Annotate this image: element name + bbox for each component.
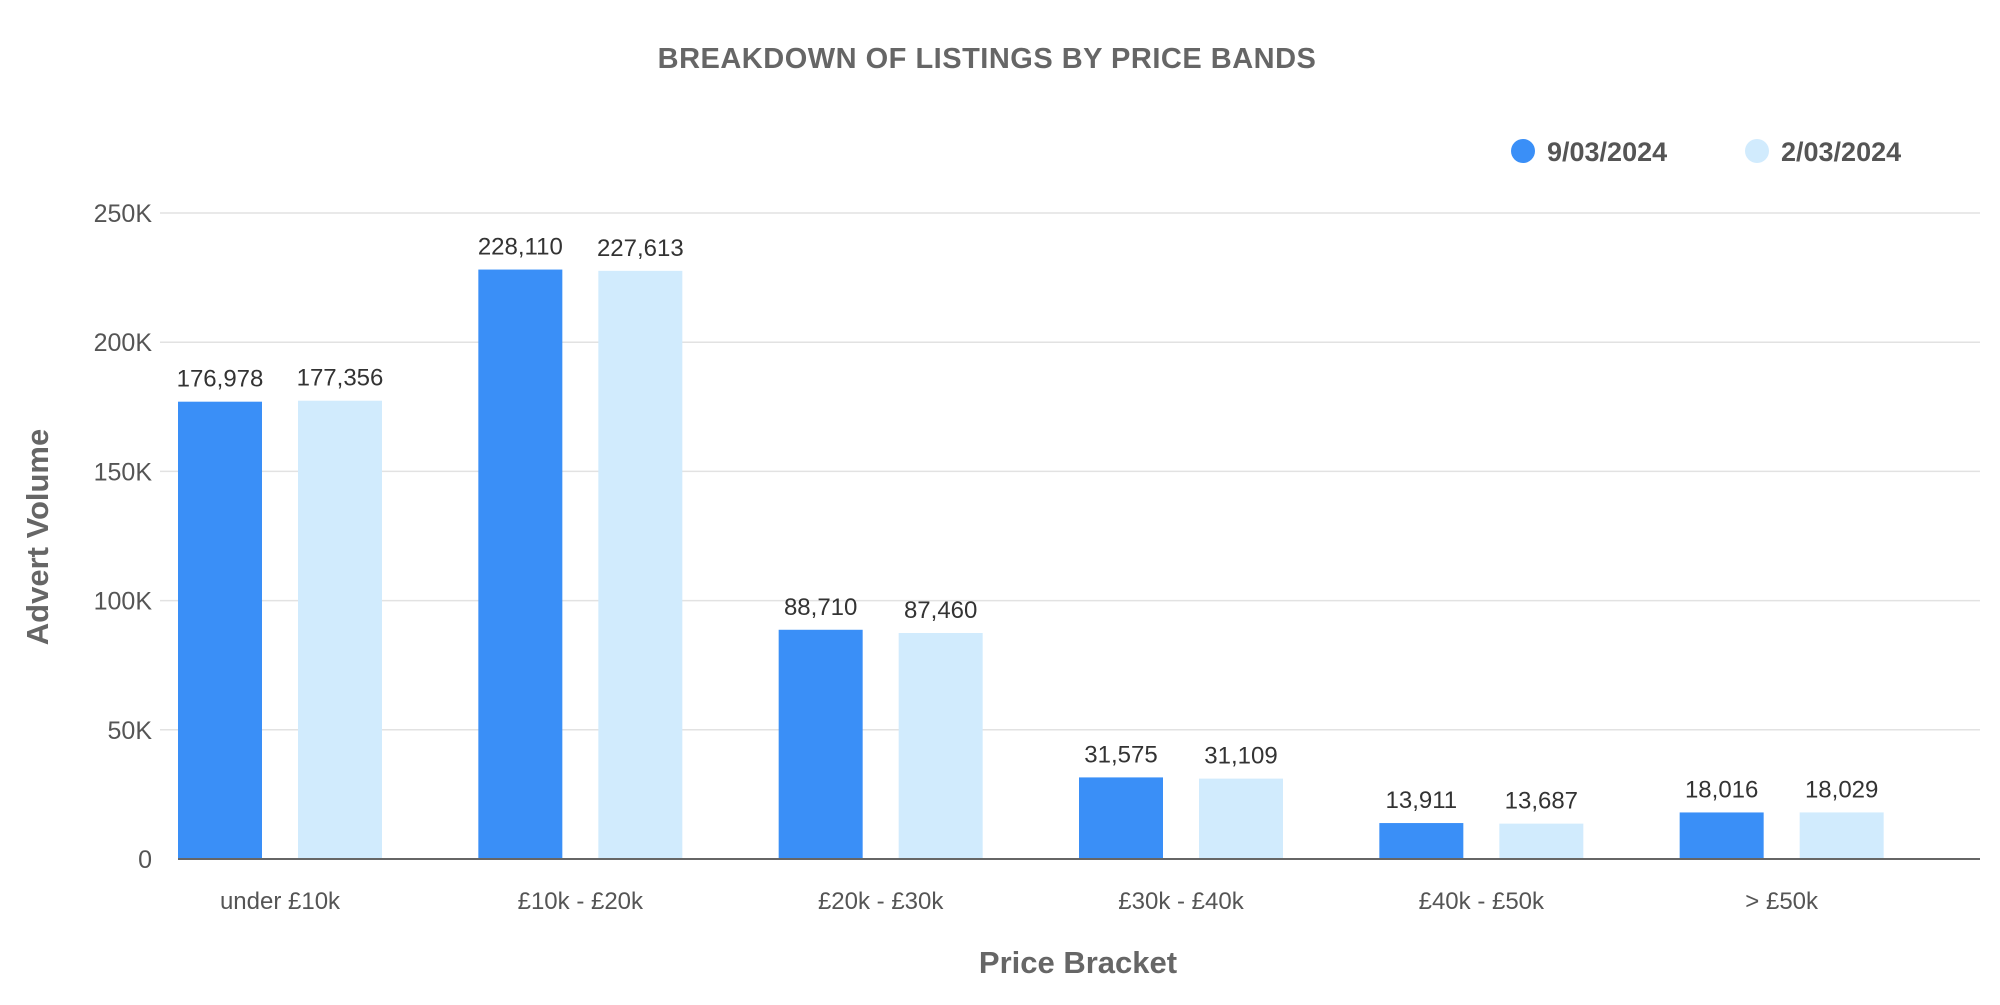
gridlines (160, 212, 1980, 731)
data-label: 228,110 (478, 234, 563, 261)
x-tick-label: £10k - £20k (518, 888, 644, 915)
x-tick-label: £20k - £30k (818, 888, 944, 915)
y-tick-label: 250K (94, 200, 153, 228)
bar (1799, 812, 1884, 859)
y-tick-label: 100K (94, 588, 153, 616)
bar (1079, 777, 1163, 859)
legend-label: 9/03/2024 (1547, 137, 1667, 167)
bar (478, 269, 563, 860)
x-tick-label: under £10k (220, 888, 341, 915)
legend-swatch (1745, 139, 1769, 163)
y-tick-label: 200K (94, 329, 153, 357)
y-tick-label: 0 (138, 846, 152, 874)
data-label: 18,029 (1805, 776, 1878, 803)
x-tick-label: £40k - £50k (1419, 888, 1545, 915)
data-label: 18,016 (1685, 776, 1758, 803)
bar (178, 401, 262, 859)
data-label: 88,710 (784, 594, 857, 621)
bar (1199, 778, 1283, 859)
y-axis-title: Advert Volume (20, 429, 55, 645)
bar (898, 633, 983, 859)
data-label: 176,978 (177, 366, 264, 393)
x-axis: under £10k £10k - £20k £20k - £30k £30k - £… (178, 858, 1980, 915)
data-label: 227,613 (597, 235, 684, 262)
data-label: 31,109 (1204, 743, 1277, 770)
bar (778, 629, 863, 859)
legend-item-series-1[interactable]: 9/03/2024 (1511, 137, 1667, 167)
y-axis: 0 50K 100K 150K 200K 250K (94, 200, 153, 874)
y-tick-label: 50K (108, 717, 153, 745)
legend-swatch (1511, 139, 1535, 163)
chart-title: BREAKDOWN OF LISTINGS BY PRICE BANDS (658, 43, 1317, 75)
data-label: 13,687 (1505, 788, 1578, 815)
legend: 9/03/2024 2/03/2024 (1511, 137, 1901, 167)
bar (598, 270, 683, 859)
x-tick-label: £30k - £40k (1118, 888, 1244, 915)
x-axis-title: Price Bracket (979, 945, 1177, 980)
data-label: 13,911 (1386, 787, 1458, 814)
data-label: 177,356 (297, 365, 384, 392)
x-tick-label: > £50k (1745, 888, 1819, 915)
data-labels: 176,978 177,356 228,110 227,613 88,710 87,460… (177, 234, 1879, 815)
bar (1379, 823, 1464, 859)
bar (1499, 823, 1584, 859)
data-label: 87,460 (904, 597, 977, 624)
legend-label: 2/03/2024 (1781, 137, 1901, 167)
data-label: 31,575 (1084, 741, 1157, 768)
legend-item-series-2[interactable]: 2/03/2024 (1745, 137, 1901, 167)
bar (298, 400, 382, 859)
bars (178, 269, 1884, 860)
y-tick-label: 150K (94, 458, 153, 486)
bar (1679, 812, 1764, 859)
